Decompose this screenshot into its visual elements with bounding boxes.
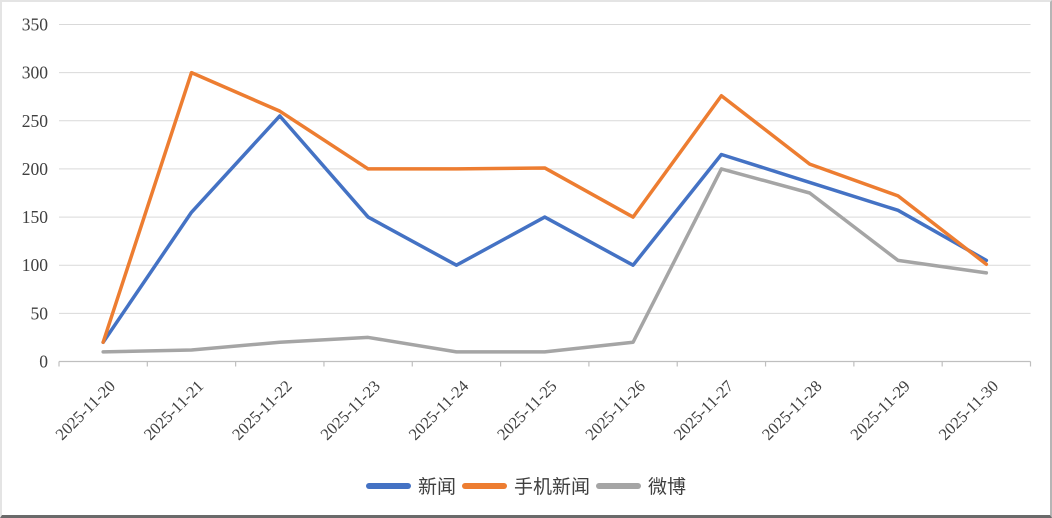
series-line-0	[101, 114, 989, 344]
x-tick-label-2025-11-30: 2025-11-30	[935, 376, 1002, 443]
legend-item-weibo[interactable]: 微博	[596, 472, 686, 499]
y-tick-label-300: 300	[22, 63, 49, 83]
weibo-legend-label: 微博	[648, 477, 687, 498]
chart-legend: 新闻 手机新闻 微博	[2, 472, 1050, 499]
y-tick-label-250: 250	[22, 111, 49, 131]
x-tick-label-2025-11-22: 2025-11-22	[228, 376, 295, 443]
x-tick-label-2025-11-28: 2025-11-28	[758, 376, 825, 443]
legend-item-news[interactable]: 新闻	[365, 472, 456, 499]
news-series-swatch	[365, 482, 411, 489]
x-tick-label-2025-11-20: 2025-11-20	[52, 376, 119, 443]
news-legend-label: 新闻	[417, 477, 456, 498]
x-tick-label-2025-11-25: 2025-11-25	[493, 376, 560, 443]
x-tick-label-2025-11-26: 2025-11-26	[581, 376, 648, 443]
x-tick-label-2025-11-21: 2025-11-21	[140, 376, 207, 443]
weibo-series-swatch	[596, 482, 641, 489]
y-tick-label-100: 100	[22, 255, 49, 275]
y-tick-label-0: 0	[39, 352, 48, 372]
y-tick-label-200: 200	[22, 159, 49, 179]
x-tick-label-2025-11-27: 2025-11-27	[670, 376, 737, 443]
series-line-2	[101, 167, 989, 354]
mobile-news-series-swatch	[461, 482, 507, 489]
y-tick-label-150: 150	[22, 207, 49, 227]
x-tick-label-2025-11-24: 2025-11-24	[405, 376, 472, 443]
y-tick-label-350: 350	[22, 15, 49, 35]
legend-item-mobile-news[interactable]: 手机新闻	[461, 472, 590, 499]
x-tick-label-2025-11-23: 2025-11-23	[316, 376, 383, 443]
series-line-1	[101, 70, 989, 344]
mobile-news-legend-label: 手机新闻	[513, 477, 590, 498]
x-tick-label-2025-11-29: 2025-11-29	[846, 376, 913, 443]
y-tick-label-50: 50	[31, 303, 49, 323]
